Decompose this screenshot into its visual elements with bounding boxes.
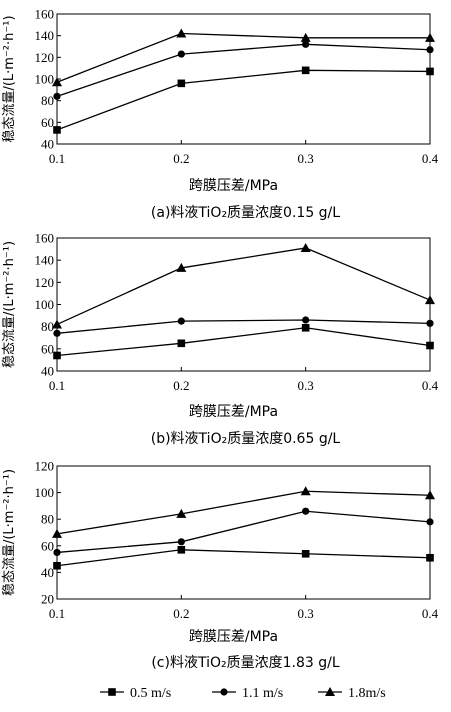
legend-label: 1.8m/s: [348, 686, 386, 701]
legend-label: 0.5 m/s: [130, 686, 171, 701]
series-line-triangle: [56, 490, 431, 535]
data-point-square: [177, 339, 186, 348]
y-axis-label: 稳态流量/(L·m⁻²·h⁻¹): [1, 469, 17, 596]
data-point-triangle: [300, 32, 311, 42]
x-tick-label: 0.1: [49, 606, 65, 621]
y-tick-label: 60: [41, 538, 54, 553]
y-tick-label: 80: [41, 93, 54, 108]
y-tick-label: 80: [41, 512, 54, 527]
data-point-circle: [302, 40, 310, 48]
y-tick-label: 20: [41, 592, 54, 607]
y-axis-label: 稳态流量/(L·m⁻²·h⁻¹): [1, 15, 17, 142]
y-tick-label: 60: [41, 341, 54, 356]
chart-panel-b: 40 60 80 100 120 140 160 0.1 0.2 0.3 0.4 跨膜压差/MPa 稳态…: [1, 231, 439, 448]
series-line-circle: [56, 319, 431, 334]
y-tick-label: 40: [41, 137, 54, 152]
data-point-square: [53, 126, 61, 134]
panel-caption: (c)料液TiO₂质量浓度1.83 g/L: [151, 655, 339, 671]
data-point-circle: [177, 50, 185, 58]
y-tick-label: 40: [41, 364, 54, 379]
series-line-square: [56, 327, 431, 357]
y-tick-label: 160: [35, 231, 55, 246]
data-point-triangle: [176, 262, 187, 272]
legend-marker-square: [108, 688, 116, 696]
y-tick-label: 100: [35, 485, 55, 500]
x-axis-label: 跨膜压差/MPa: [189, 404, 278, 420]
x-tick-label: 0.3: [298, 606, 314, 621]
data-point-circle: [426, 46, 434, 54]
y-tick-label: 160: [35, 7, 55, 22]
data-point-square: [53, 351, 61, 360]
y-tick-label: 100: [35, 297, 55, 312]
series-line-circle: [56, 43, 431, 97]
data-point-square: [53, 561, 61, 570]
series-line-triangle: [56, 32, 430, 83]
data-point-square: [301, 323, 310, 332]
data-point-circle: [53, 92, 61, 100]
data-point-square: [426, 341, 434, 350]
x-tick-label: 0.1: [49, 378, 65, 393]
data-point-square: [426, 553, 434, 562]
y-tick-label: 80: [41, 319, 54, 334]
data-point-circle: [177, 538, 185, 546]
y-tick-label: 140: [35, 253, 55, 268]
panel-caption: (b)料液TiO₂质量浓度0.65 g/L: [151, 431, 341, 447]
legend-label: 1.1 m/s: [242, 686, 283, 701]
y-tick-label: 120: [35, 50, 55, 65]
plot-frame: [56, 13, 431, 145]
panel-caption: (a)料液TiO₂质量浓度0.15 g/L: [151, 205, 340, 221]
x-tick-label: 0.2: [173, 606, 189, 621]
data-point-square: [301, 66, 310, 75]
data-point-circle: [426, 319, 434, 327]
x-tick-label: 0.4: [422, 151, 439, 166]
series-line-triangle: [56, 247, 431, 326]
series-line-circle: [56, 510, 431, 554]
y-tick-label: 100: [35, 72, 55, 87]
y-tick-label: 40: [41, 565, 54, 580]
legend-marker-triangle: [325, 687, 335, 696]
data-point-circle: [302, 316, 310, 324]
x-tick-label: 0.4: [422, 378, 439, 393]
data-point-triangle: [52, 319, 62, 329]
data-point-triangle: [425, 295, 435, 305]
data-point-circle: [302, 507, 310, 515]
data-point-triangle: [425, 490, 435, 500]
data-point-circle: [53, 548, 61, 557]
data-point-triangle: [52, 77, 62, 87]
series-line-square: [56, 549, 431, 567]
data-point-circle: [53, 329, 61, 337]
chart-panel-a: 40 60 80 100 120 140 160 0.1 0.2 0.3 0.4 跨膜压差/MPa 稳态…: [1, 7, 439, 222]
data-point-triangle: [425, 32, 435, 42]
data-point-square: [301, 549, 310, 558]
data-point-triangle: [300, 242, 311, 252]
y-tick-label: 120: [35, 275, 55, 290]
x-tick-label: 0.3: [298, 378, 314, 393]
chart-panel-c: 20 40 60 80 100 120 0.1 0.2 0.3 0.4 跨膜压差/MPa 稳态流量/(…: [1, 459, 439, 672]
data-point-circle: [177, 317, 185, 325]
series-line-square: [56, 69, 431, 131]
data-point-circle: [426, 518, 434, 526]
data-point-triangle: [300, 486, 311, 496]
data-point-square: [177, 545, 186, 554]
x-tick-label: 0.3: [298, 151, 314, 166]
plot-frame: [56, 465, 431, 600]
x-tick-label: 0.1: [49, 151, 65, 166]
y-tick-label: 120: [35, 459, 55, 474]
x-axis-label: 跨膜压差/MPa: [189, 629, 278, 645]
x-axis-label: 跨膜压差/MPa: [189, 178, 278, 194]
y-tick-label: 60: [41, 115, 54, 130]
data-point-triangle: [52, 528, 62, 538]
legend-marker-circle: [220, 688, 228, 696]
x-tick-label: 0.2: [173, 151, 189, 166]
data-point-square: [177, 79, 186, 88]
y-axis-label: 稳态流量/(L·m⁻²·h⁻¹): [1, 241, 17, 368]
x-tick-label: 0.2: [173, 378, 189, 393]
y-tick-label: 140: [35, 28, 55, 43]
x-tick-label: 0.4: [422, 606, 439, 621]
data-point-triangle: [176, 508, 187, 518]
legend: 0.5 m/s 1.1 m/s 1.8m/s: [100, 686, 386, 701]
data-point-triangle: [176, 28, 187, 38]
data-point-square: [426, 67, 434, 76]
